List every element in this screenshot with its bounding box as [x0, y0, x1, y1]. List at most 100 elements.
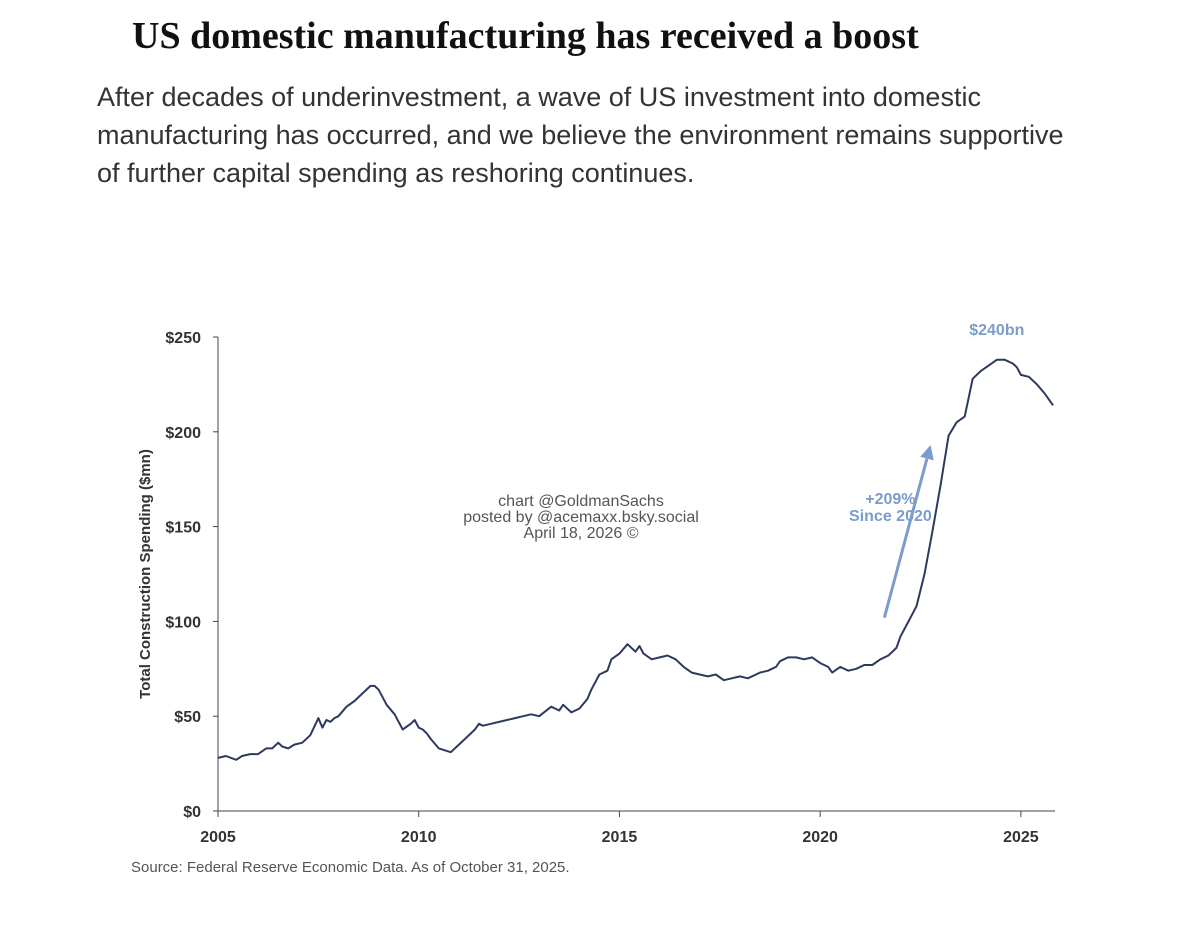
data-point: [691, 672, 693, 674]
data-point: [482, 725, 484, 727]
data-point: [980, 370, 982, 372]
data-point: [1028, 376, 1030, 378]
data-point: [972, 378, 974, 380]
data-point: [819, 662, 821, 664]
data-point: [887, 655, 889, 657]
x-tick-label: 2020: [802, 829, 838, 846]
watermark-line-1: chart @GoldmanSachs: [498, 493, 664, 510]
data-point: [831, 672, 833, 674]
data-point: [699, 673, 701, 675]
data-point: [277, 742, 279, 744]
data-point: [345, 706, 347, 708]
data-point: [578, 708, 580, 710]
y-axis-label: Total Construction Spending ($mn): [137, 449, 154, 699]
data-point: [916, 605, 918, 607]
data-point: [767, 670, 769, 672]
data-point: [863, 664, 865, 666]
data-point: [847, 670, 849, 672]
data-point: [422, 728, 424, 730]
data-point: [235, 759, 237, 761]
data-point: [538, 715, 540, 717]
data-point: [257, 753, 259, 755]
data-point: [217, 757, 219, 759]
data-point: [996, 359, 998, 361]
data-point: [1044, 393, 1046, 395]
data-point: [643, 653, 645, 655]
data-point: [271, 747, 273, 749]
data-point: [374, 685, 376, 687]
data-point: [598, 673, 600, 675]
data-point: [683, 666, 685, 668]
data-point: [293, 744, 295, 746]
data-point: [333, 717, 335, 719]
data-point: [787, 656, 789, 658]
data-point: [759, 672, 761, 674]
annotation-label: $240bn: [969, 322, 1024, 339]
data-point: [353, 700, 355, 702]
data-point: [490, 723, 492, 725]
data-point: [811, 656, 813, 658]
watermark-line-3: April 18, 2026 ©: [524, 525, 639, 542]
data-point: [795, 656, 797, 658]
growth-arrow: [882, 458, 929, 618]
data-point: [430, 738, 432, 740]
data-point: [626, 643, 628, 645]
x-tick-label: 2015: [602, 829, 638, 846]
data-point: [651, 658, 653, 660]
data-point: [414, 719, 416, 721]
data-point: [879, 658, 881, 660]
data-point: [586, 698, 588, 700]
data-point: [775, 666, 777, 668]
data-point: [907, 620, 909, 622]
page-subtitle: After decades of underinvestment, a wave…: [97, 82, 1064, 188]
data-point: [1004, 359, 1006, 361]
data-point: [317, 717, 319, 719]
data-point: [522, 715, 524, 717]
series-points: [217, 359, 1054, 761]
data-point: [1016, 366, 1018, 368]
data-point: [378, 689, 380, 691]
data-point: [514, 717, 516, 719]
data-point: [964, 416, 966, 418]
data-point: [225, 755, 227, 757]
data-point: [550, 706, 552, 708]
data-point: [438, 747, 440, 749]
data-point: [707, 675, 709, 677]
chart-axes: [217, 337, 1055, 812]
data-point: [1052, 404, 1054, 406]
data-point: [634, 651, 636, 653]
data-point: [558, 710, 560, 712]
data-point: [498, 721, 500, 723]
data-point: [988, 364, 990, 366]
data-point: [249, 753, 251, 755]
y-tick-label: $0: [183, 804, 201, 821]
data-point: [948, 435, 950, 437]
data-point: [618, 653, 620, 655]
annotation-label: Since 2020: [849, 508, 932, 525]
data-point: [370, 685, 372, 687]
data-point: [924, 573, 926, 575]
data-point: [779, 660, 781, 662]
data-point: [301, 742, 303, 744]
data-point: [329, 721, 331, 723]
data-point: [478, 723, 480, 725]
data-point: [1020, 374, 1022, 376]
data-point: [739, 675, 741, 677]
data-point: [639, 645, 641, 647]
data-point: [675, 658, 677, 660]
source-note: Source: Federal Reserve Economic Data. A…: [131, 859, 570, 876]
data-point: [337, 715, 339, 717]
x-ticks: 2005 2010 2015 2020 2025: [200, 811, 1039, 846]
data-point: [321, 727, 323, 729]
data-point: [667, 655, 669, 657]
data-point: [659, 656, 661, 658]
data-point: [309, 734, 311, 736]
data-point: [723, 679, 725, 681]
data-point: [1036, 383, 1038, 385]
x-tick-label: 2005: [200, 829, 236, 846]
data-point: [871, 664, 873, 666]
data-point: [426, 732, 428, 734]
data-point: [956, 421, 958, 423]
y-tick-label: $150: [165, 520, 201, 537]
